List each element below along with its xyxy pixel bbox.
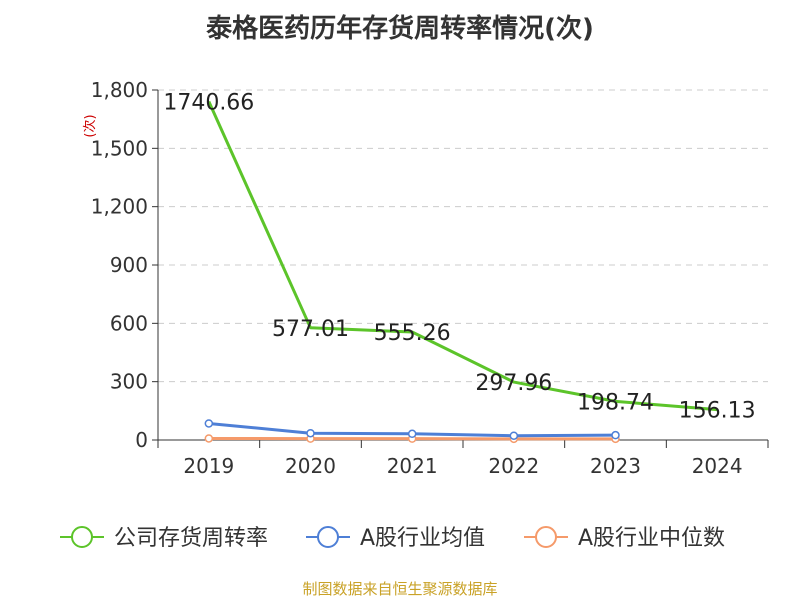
data-label: 555.26 bbox=[374, 321, 451, 346]
x-tick-label: 2023 bbox=[590, 454, 641, 478]
axes: 0 300 600 900 1,200 1,500 1,800 2019 2020 2021 202… bbox=[82, 78, 769, 478]
y-tick-label: 600 bbox=[110, 311, 148, 335]
legend-marker bbox=[535, 526, 557, 548]
y-tick-label: 900 bbox=[110, 253, 148, 277]
legend-label: A股行业均值 bbox=[360, 526, 485, 551]
x-tick-label: 2024 bbox=[692, 454, 743, 478]
data-point bbox=[204, 419, 214, 428]
y-tick-label: 1,200 bbox=[91, 195, 148, 219]
data-label: 156.13 bbox=[679, 399, 756, 424]
data-source-note: 制图数据来自恒生聚源数据库 bbox=[302, 580, 498, 598]
y-axis-label: (次) bbox=[82, 114, 98, 137]
series-lines bbox=[204, 100, 718, 444]
data-label: 1740.66 bbox=[163, 91, 254, 116]
data-point bbox=[306, 428, 315, 438]
x-tick-label: 2021 bbox=[387, 454, 438, 478]
legend-label: A股行业中位数 bbox=[578, 526, 725, 551]
y-tick-label: 1,800 bbox=[91, 78, 148, 102]
data-point bbox=[407, 429, 417, 439]
data-label: 577.01 bbox=[272, 317, 349, 342]
data-labels: 1740.66 577.01 555.26 297.96 198.74 156.13 bbox=[163, 91, 755, 424]
legend: 公司存货周转率 A股行业均值 A股行业中位数 bbox=[60, 526, 725, 551]
legend-item: A股行业均值 bbox=[306, 526, 485, 551]
y-tick-label: 0 bbox=[135, 428, 148, 452]
x-tick-label: 2020 bbox=[285, 454, 336, 478]
data-point bbox=[204, 434, 214, 443]
series-line bbox=[207, 100, 718, 412]
data-point bbox=[611, 430, 620, 440]
x-tick-label: 2022 bbox=[488, 454, 539, 478]
legend-item: A股行业中位数 bbox=[524, 526, 725, 551]
y-tick-label: 1,500 bbox=[91, 136, 148, 160]
data-label: 198.74 bbox=[577, 390, 654, 415]
legend-label: 公司存货周转率 bbox=[114, 526, 268, 551]
legend-marker bbox=[71, 526, 93, 548]
grid-lines bbox=[158, 89, 768, 383]
chart-title: 泰格医药历年存货周转率情况(次) bbox=[206, 14, 594, 44]
data-point bbox=[509, 431, 519, 440]
legend-item: 公司存货周转率 bbox=[60, 526, 268, 551]
y-tick-label: 300 bbox=[110, 370, 148, 394]
x-tick-label: 2019 bbox=[183, 454, 234, 478]
legend-marker bbox=[317, 526, 339, 548]
data-label: 297.96 bbox=[475, 371, 552, 396]
